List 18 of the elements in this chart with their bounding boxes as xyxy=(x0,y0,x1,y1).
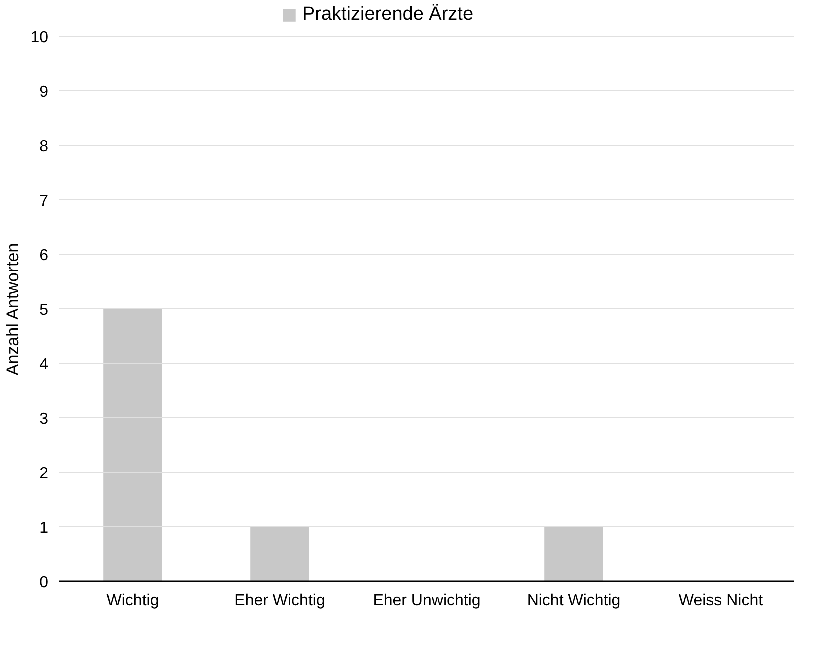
y-tick-label: 8 xyxy=(40,138,49,156)
y-tick-label: 9 xyxy=(40,84,49,101)
x-tick-label: Weiss Nicht xyxy=(678,592,764,610)
x-tick-label: Eher Wichtig xyxy=(234,592,326,610)
y-tick-label: 5 xyxy=(40,302,49,319)
y-axis-title: Anzahl Antworten xyxy=(4,243,23,376)
x-tick-label: Eher Unwichtig xyxy=(373,592,481,610)
y-tick-label: 3 xyxy=(40,411,49,428)
y-tick-label: 6 xyxy=(40,248,49,264)
y-tick-label: 7 xyxy=(40,193,49,210)
x-tick-label: Wichtig xyxy=(106,592,160,610)
y-tick-label: 1 xyxy=(40,520,49,537)
y-tick-label: 4 xyxy=(40,356,49,374)
y-tick-label: 0 xyxy=(40,574,49,592)
legend-label: Praktizierende Ärzte xyxy=(302,4,474,26)
y-tick-label: 10 xyxy=(30,30,49,46)
x-tick-label: Nicht Wichtig xyxy=(527,592,621,610)
y-tick-label: 2 xyxy=(40,466,49,482)
